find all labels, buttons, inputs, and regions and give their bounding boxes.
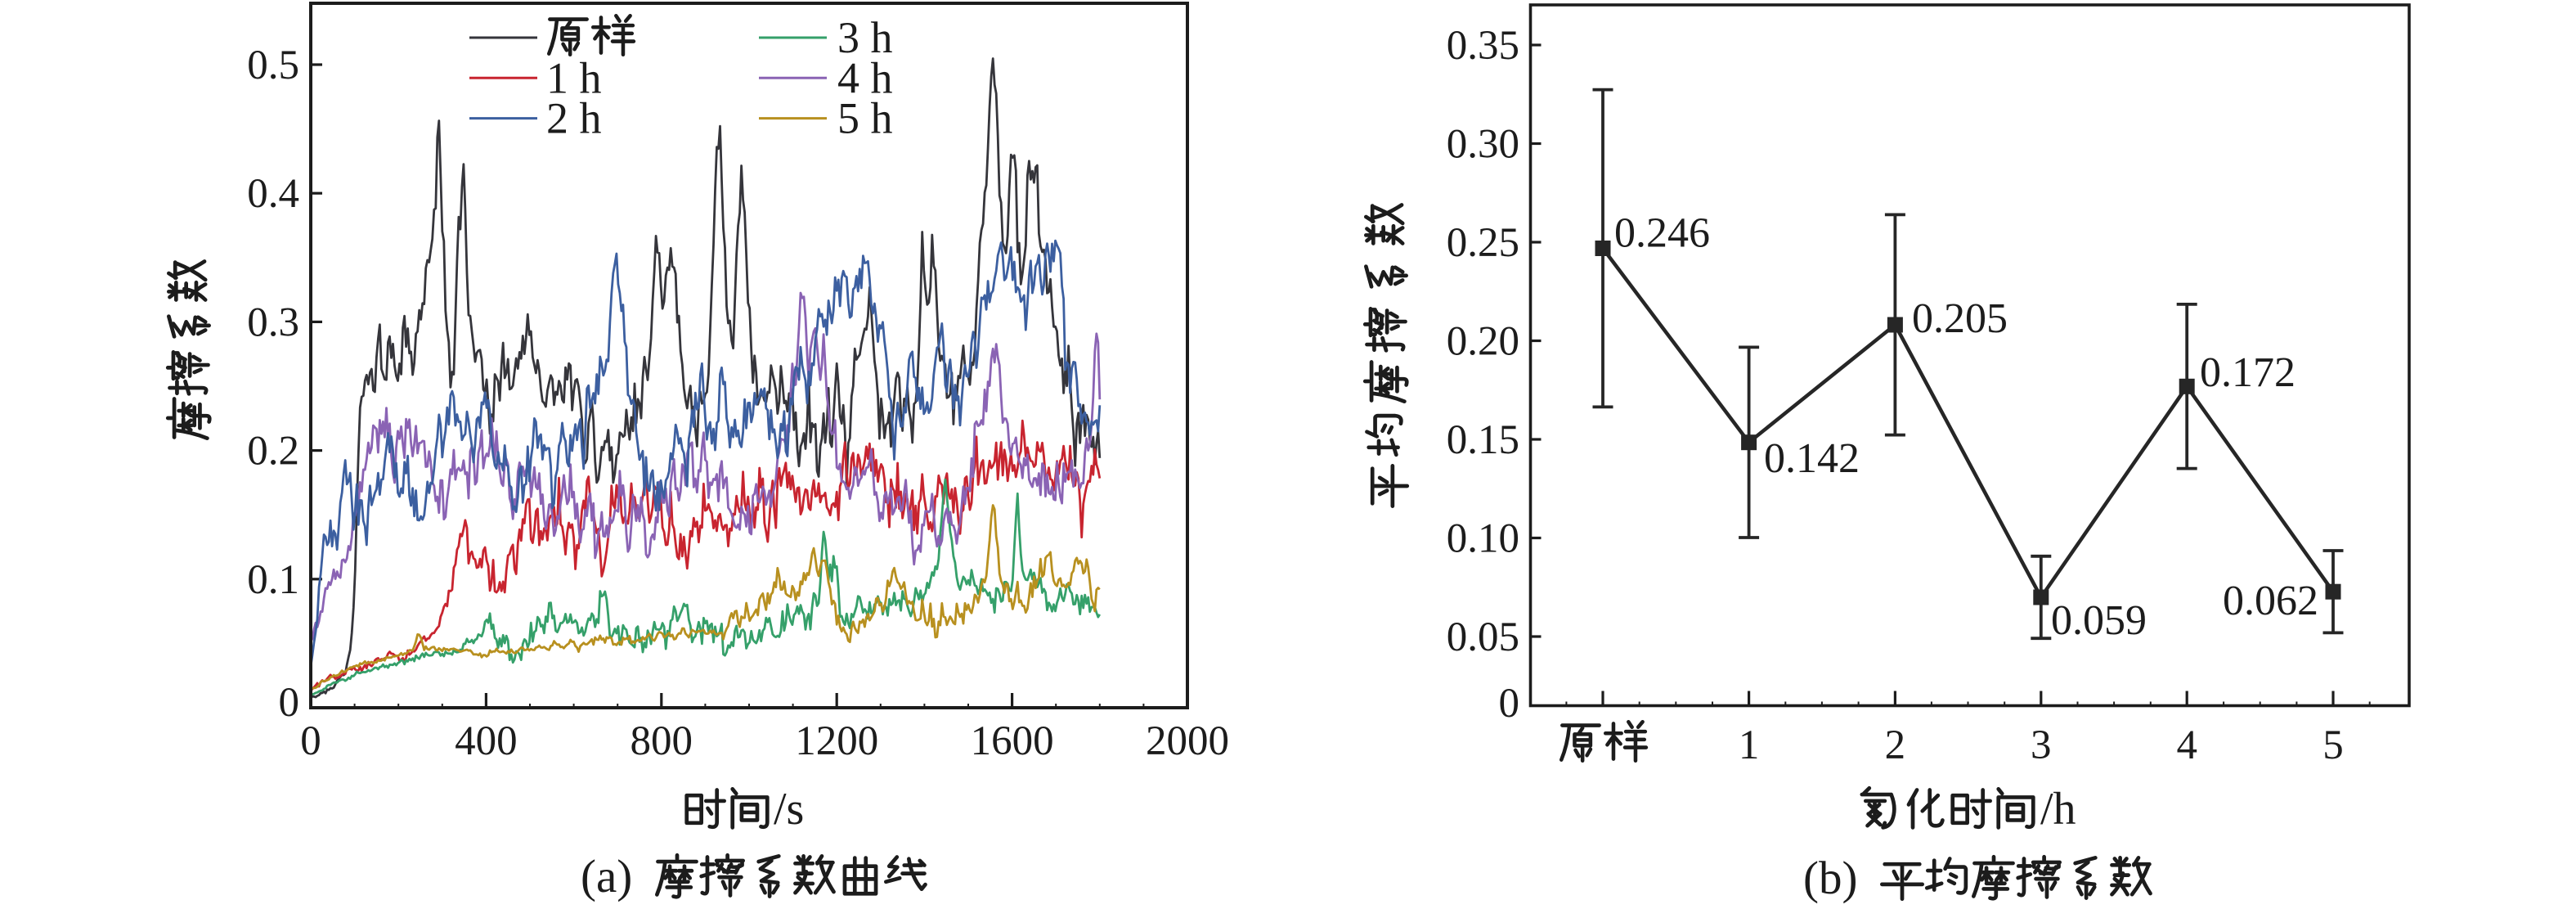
svg-text:0.10: 0.10 xyxy=(1447,516,1519,562)
svg-text:0.4: 0.4 xyxy=(247,171,299,217)
svg-text:0.3: 0.3 xyxy=(247,299,299,345)
svg-text:0.246: 0.246 xyxy=(1614,210,1710,257)
svg-text:0.25: 0.25 xyxy=(1447,220,1519,266)
svg-text:0.172: 0.172 xyxy=(2200,349,2296,396)
svg-text:2 h: 2 h xyxy=(546,94,602,143)
svg-text:800: 800 xyxy=(631,718,693,764)
svg-text:2: 2 xyxy=(1885,722,1906,768)
svg-text:0.15: 0.15 xyxy=(1447,417,1519,463)
svg-text:1200: 1200 xyxy=(795,718,878,764)
svg-text:0.205: 0.205 xyxy=(1912,295,2008,342)
svg-text:0.5: 0.5 xyxy=(247,43,299,88)
svg-text:2000: 2000 xyxy=(1146,718,1229,764)
svg-text:/h: /h xyxy=(2040,784,2076,835)
svg-text:0.1: 0.1 xyxy=(247,557,299,603)
svg-text:400: 400 xyxy=(455,718,518,764)
svg-text:0.30: 0.30 xyxy=(1447,122,1519,168)
svg-text:0.20: 0.20 xyxy=(1447,319,1519,365)
svg-text:4 h: 4 h xyxy=(837,53,893,102)
svg-text:0: 0 xyxy=(300,718,321,764)
svg-text:0.062: 0.062 xyxy=(2223,578,2318,624)
svg-text:1600: 1600 xyxy=(971,718,1054,764)
svg-text:1 h: 1 h xyxy=(546,53,602,102)
svg-text:0.05: 0.05 xyxy=(1447,614,1519,660)
svg-text:4: 4 xyxy=(2176,722,2197,768)
svg-text:(a): (a) xyxy=(581,851,632,902)
svg-text:0.2: 0.2 xyxy=(247,429,299,475)
svg-text:3 h: 3 h xyxy=(837,13,893,62)
svg-text:0.059: 0.059 xyxy=(2051,597,2147,644)
svg-text:0: 0 xyxy=(1499,681,1520,727)
svg-text:0.35: 0.35 xyxy=(1447,23,1519,69)
svg-text:/s: /s xyxy=(774,784,804,835)
svg-text:0: 0 xyxy=(279,680,300,726)
svg-text:5 h: 5 h xyxy=(837,94,893,143)
svg-text:(b): (b) xyxy=(1803,853,1857,904)
svg-text:3: 3 xyxy=(2031,722,2052,768)
svg-text:0.142: 0.142 xyxy=(1764,435,1860,482)
svg-text:5: 5 xyxy=(2322,722,2344,768)
svg-text:1: 1 xyxy=(1739,722,1760,768)
